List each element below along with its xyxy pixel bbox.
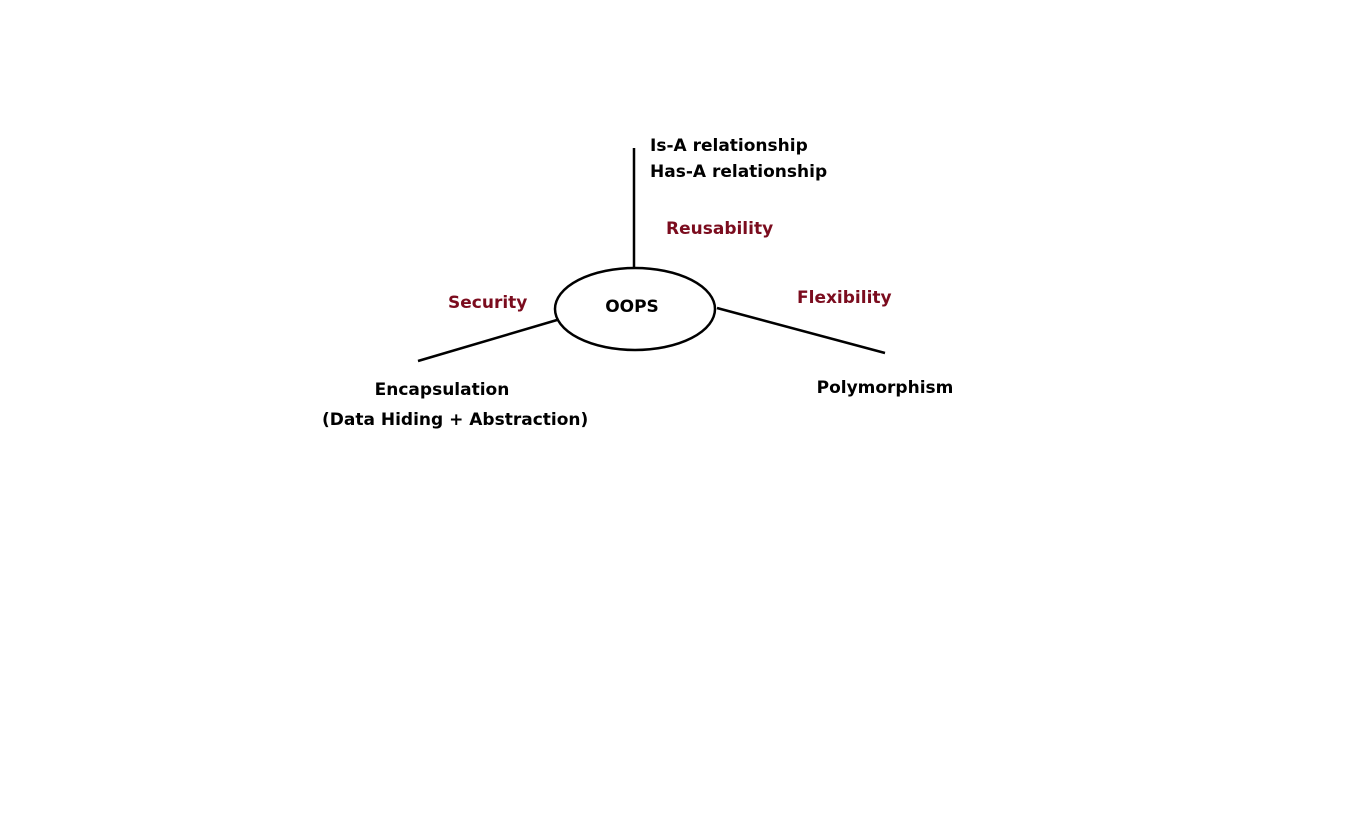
oops-center-label: OOPS	[605, 297, 659, 317]
isa-relationship-label: Is-A relationship	[650, 136, 808, 156]
polymorphism-label: Polymorphism	[816, 378, 954, 398]
encapsulation-label: Encapsulation	[374, 380, 510, 400]
encapsulation-detail-label: (Data Hiding + Abstraction)	[322, 410, 589, 430]
left-connector-line	[417, 318, 558, 363]
right-connector-line	[716, 306, 886, 355]
oops-ellipse	[553, 266, 717, 352]
hasa-relationship-label: Has-A relationship	[650, 162, 828, 182]
flexibility-label: Flexibility	[797, 288, 892, 308]
security-label: Security	[448, 293, 528, 313]
reusability-label: Reusability	[666, 219, 774, 239]
